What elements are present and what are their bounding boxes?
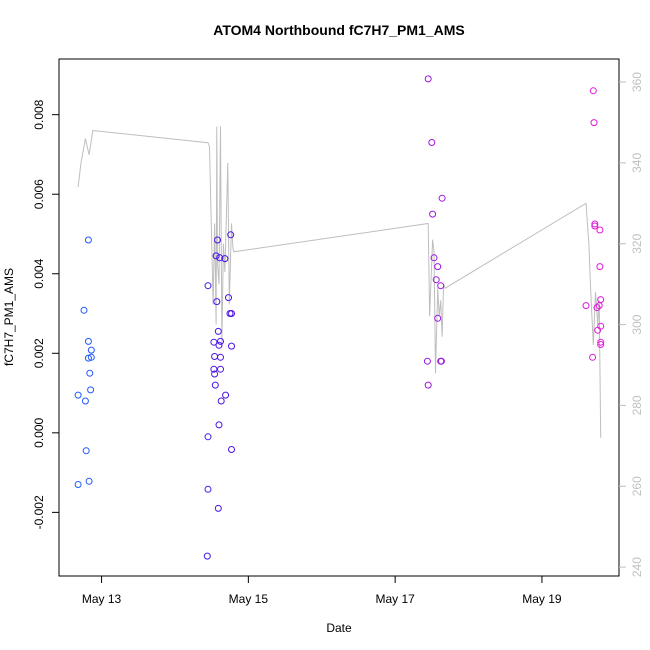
data-point xyxy=(214,236,221,244)
data-point xyxy=(596,226,604,234)
y-tick-label: 0.008 xyxy=(32,99,46,129)
data-point xyxy=(210,338,218,346)
data-point xyxy=(597,341,605,348)
data-point xyxy=(87,353,95,361)
y2-tick-label: 340 xyxy=(630,153,644,173)
y2-tick-label: 280 xyxy=(630,395,644,415)
data-point xyxy=(596,263,604,271)
y-tick-label: -0.002 xyxy=(32,495,46,529)
data-point xyxy=(434,314,442,322)
y2-tick-label: 360 xyxy=(630,72,644,92)
x-axis-label: Date xyxy=(326,621,352,635)
data-point xyxy=(429,210,437,218)
data-point xyxy=(84,337,92,345)
data-point xyxy=(593,304,601,312)
data-point xyxy=(437,357,445,365)
y2-tick-label: 300 xyxy=(630,314,644,334)
data-point xyxy=(213,298,221,306)
data-point xyxy=(217,337,224,345)
data-point xyxy=(225,294,232,302)
data-point xyxy=(74,481,82,488)
y2-tick-label: 240 xyxy=(630,557,644,577)
y-tick-label: 0.006 xyxy=(32,179,46,209)
data-point xyxy=(216,254,224,262)
plot-frame xyxy=(58,58,620,577)
data-point xyxy=(217,365,224,373)
data-point xyxy=(597,296,605,304)
x-tick-label: May 19 xyxy=(522,592,562,606)
data-point xyxy=(428,139,436,146)
data-point xyxy=(437,282,445,290)
data-point xyxy=(215,341,223,349)
data-point xyxy=(434,263,442,271)
data-point xyxy=(228,342,235,350)
right-axis: 240 260 280 300 320 340 360 xyxy=(619,72,644,577)
data-point xyxy=(86,369,94,377)
data-point xyxy=(85,477,93,485)
y-tick-label: 0.002 xyxy=(32,338,46,368)
data-point xyxy=(204,282,212,290)
data-point xyxy=(204,485,212,493)
data-point xyxy=(597,322,605,330)
data-point xyxy=(217,353,224,361)
data-point xyxy=(424,381,432,389)
data-point xyxy=(87,386,95,394)
data-point xyxy=(438,194,446,202)
data-point xyxy=(204,433,212,441)
data-point xyxy=(211,381,219,389)
chart-title: ATOM4 Northbound fC7H7_PM1_AMS xyxy=(213,22,465,38)
data-point xyxy=(432,276,440,284)
y-tick-label: 0.004 xyxy=(32,258,46,288)
y-axis-label: fC7H7_PM1_AMS xyxy=(2,268,16,366)
data-point xyxy=(590,119,598,127)
y2-tick-label: 320 xyxy=(630,233,644,253)
y-tick-label: 0.000 xyxy=(32,417,46,447)
data-point xyxy=(591,222,599,230)
data-point xyxy=(222,391,230,399)
data-point xyxy=(215,421,223,429)
data-point xyxy=(582,302,590,310)
data-point xyxy=(591,220,599,228)
secondary-series-line xyxy=(77,126,602,438)
x-tick-label: May 13 xyxy=(82,592,122,606)
data-point xyxy=(424,75,432,83)
data-point xyxy=(227,231,235,239)
data-point xyxy=(217,397,225,405)
data-point xyxy=(84,354,92,362)
data-point xyxy=(87,346,95,354)
data-point xyxy=(228,310,235,317)
data-point xyxy=(210,365,218,373)
data-point xyxy=(221,255,229,263)
data-point xyxy=(212,252,220,260)
scatter-points xyxy=(74,75,605,560)
y2-tick-label: 260 xyxy=(630,476,644,496)
data-point xyxy=(211,370,219,378)
x-tick-label: May 15 xyxy=(229,592,269,606)
data-point xyxy=(203,552,211,560)
data-point xyxy=(589,87,597,95)
data-point xyxy=(84,236,92,244)
secondary-line xyxy=(77,126,602,438)
x-axis: May 13 May 15 May 17 May 19 xyxy=(82,576,562,606)
data-point xyxy=(214,327,222,335)
data-point xyxy=(211,353,219,360)
data-point xyxy=(423,357,431,365)
data-point xyxy=(74,391,82,399)
x-tick-label: May 17 xyxy=(375,592,415,606)
data-point xyxy=(214,504,222,512)
data-point xyxy=(430,254,438,262)
y-axis: -0.002 0.000 0.002 0.004 0.006 0.008 xyxy=(32,99,59,529)
data-point xyxy=(228,446,235,453)
data-point xyxy=(80,306,88,314)
data-point xyxy=(589,353,597,361)
data-point xyxy=(81,397,89,405)
data-point xyxy=(82,447,90,455)
data-point xyxy=(597,338,605,346)
